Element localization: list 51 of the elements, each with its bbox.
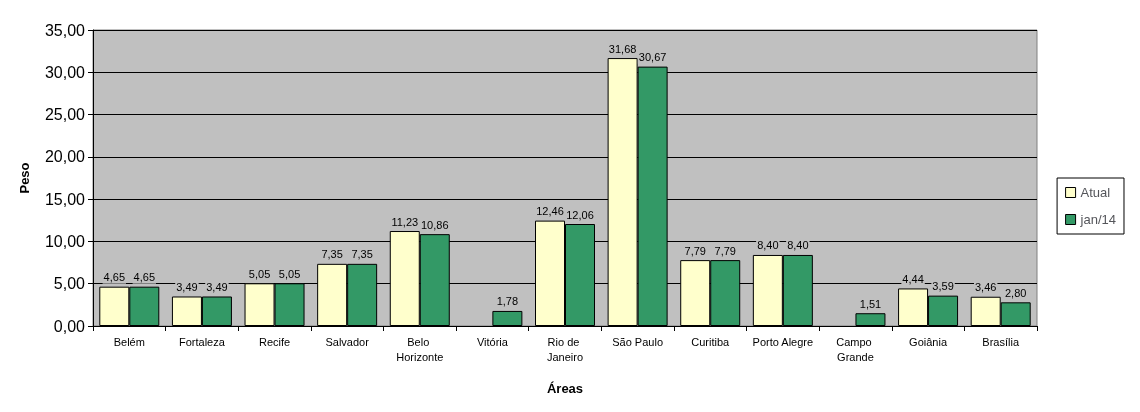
data-label: 3,46	[974, 281, 997, 294]
data-label: 7,79	[684, 244, 706, 257]
x-tick-label: Salvador	[325, 335, 370, 348]
data-label: 8,40	[757, 239, 779, 252]
y-axis-title: Peso	[17, 162, 32, 194]
x-tick-label: São Paulo	[612, 335, 663, 348]
x-axis-title: Áreas	[546, 381, 584, 396]
data-label: 4,65	[133, 271, 156, 284]
x-tick-label: Vitória	[476, 335, 509, 348]
data-label: 12,06	[566, 208, 594, 221]
x-tick-label: Curitiba	[691, 335, 731, 348]
y-tick-label: 0,00	[53, 317, 86, 335]
data-label: 5,05	[278, 267, 301, 280]
data-label: 3,49	[206, 280, 228, 293]
x-tick-label: Belém	[113, 335, 145, 348]
x-tick-label: Rio de Janeiro	[546, 335, 584, 363]
data-label: 31,68	[608, 42, 637, 55]
x-tick-label: Brasília	[982, 335, 1020, 348]
bar	[492, 310, 523, 326]
data-label: 2,80	[1004, 286, 1027, 299]
data-label: 5,05	[248, 267, 271, 280]
data-label: 4,65	[103, 271, 126, 284]
y-tick-label: 35,00	[44, 21, 86, 39]
x-tick-label: Goiânia	[909, 335, 948, 348]
legend-label: Atual	[1080, 185, 1111, 200]
data-label: 12,46	[536, 205, 564, 218]
y-tick-label: 15,00	[44, 190, 86, 208]
data-label: 30,67	[638, 51, 667, 64]
y-tick-label: 25,00	[44, 106, 86, 124]
x-tick-label: Campo Grande	[836, 335, 875, 363]
y-tick-label: 20,00	[44, 148, 86, 166]
x-tick-label: Fortaleza	[178, 335, 226, 348]
x-tick-label: Porto Alegre	[752, 335, 814, 348]
y-tick-label: 5,00	[53, 275, 86, 293]
data-label: 7,35	[351, 248, 373, 261]
y-tick-label: 10,00	[44, 232, 86, 250]
x-tick-label: Belo Horizonte	[396, 335, 444, 363]
data-label: 1,51	[859, 297, 882, 310]
data-label: 10,86	[421, 218, 449, 231]
data-label: 7,79	[714, 244, 736, 257]
data-label: 3,49	[176, 280, 198, 293]
data-label: 3,59	[932, 280, 954, 293]
data-label: 1,78	[496, 295, 519, 308]
data-label: 4,44	[902, 272, 924, 285]
bar	[855, 313, 886, 326]
legend-label: jan/14	[1079, 212, 1116, 227]
data-label: 11,23	[391, 215, 419, 228]
data-label: 8,40	[787, 239, 809, 252]
y-tick-label: 30,00	[44, 63, 86, 81]
x-tick-label: Recife	[258, 335, 291, 348]
data-label: 7,35	[321, 248, 343, 261]
